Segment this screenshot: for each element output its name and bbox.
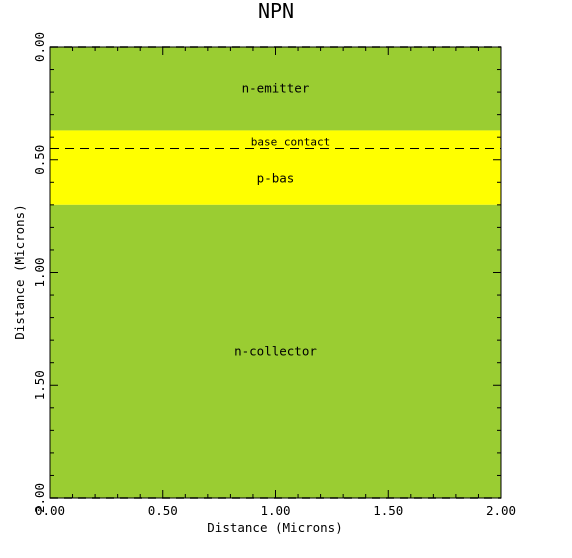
x-tick-label: 1.50 bbox=[373, 503, 403, 518]
y-tick-label: 1.50 bbox=[32, 370, 47, 400]
x-tick-label: 2.00 bbox=[486, 503, 516, 518]
region-label-base: p-bas bbox=[257, 171, 295, 186]
y-axis-label: Distance (Microns) bbox=[12, 204, 27, 339]
y-tick-label: 0.50 bbox=[32, 145, 47, 175]
plot-title: NPN bbox=[258, 0, 294, 23]
region-label-collector: n-collector bbox=[234, 343, 317, 358]
y-tick-label: 1.00 bbox=[32, 257, 47, 287]
y-tick-label: 2.00 bbox=[32, 483, 47, 513]
x-tick-label: 0.50 bbox=[148, 503, 178, 518]
region-label-emitter: n-emitter bbox=[242, 81, 310, 96]
regions-layer: n-emitter p-bas n-collector bbox=[50, 47, 501, 498]
x-axis-label: Distance (Microns) bbox=[207, 520, 342, 535]
x-tick-label: 1.00 bbox=[260, 503, 290, 518]
base-contact-label: base contact bbox=[251, 135, 330, 148]
y-tick-label: 0.00 bbox=[32, 32, 47, 62]
